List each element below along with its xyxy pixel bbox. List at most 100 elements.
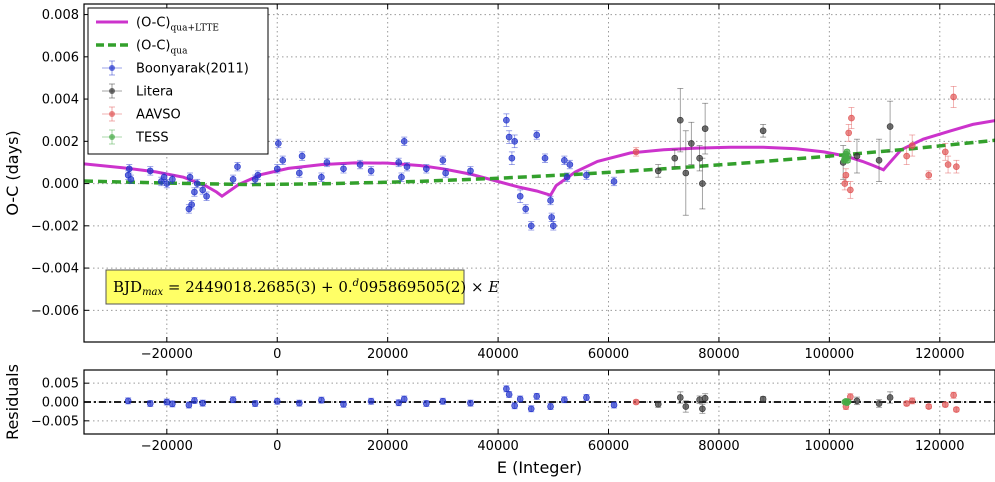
res-point-boonyarak-2011 <box>367 397 375 405</box>
res-point-boonyarak-2011 <box>527 405 535 413</box>
res-point-boonyarak-2011 <box>251 400 259 407</box>
main-point-aavso <box>944 155 952 174</box>
main-point-boonyarak-2011 <box>203 191 210 201</box>
legend-entry-aavso: AAVSO <box>102 106 181 123</box>
res-point-boonyarak-2011 <box>516 395 524 403</box>
res-x-tick-label: 100000 <box>805 439 855 454</box>
main-y-tick-label: 0.004 <box>42 93 79 108</box>
main-point-aavso <box>632 147 640 157</box>
legend-swatch <box>102 60 122 76</box>
main-y-tick-label: 0.000 <box>42 177 79 192</box>
res-point-boonyarak-2011 <box>400 395 408 403</box>
main-x-tick-label: 20000 <box>367 347 408 362</box>
main-point-boonyarak-2011 <box>400 136 408 146</box>
main-point-boonyarak-2011 <box>511 134 518 149</box>
legend-label: Litera <box>136 85 173 100</box>
main-point-boonyarak-2011 <box>442 168 449 178</box>
res-point-boonyarak-2011 <box>547 403 554 410</box>
res-x-tick-label: 60000 <box>588 439 629 454</box>
main-point-boonyarak-2011 <box>186 172 194 182</box>
ephemeris-bjd: BJD <box>113 278 142 296</box>
main-point-boonyarak-2011 <box>323 157 331 168</box>
main-x-tick-label: 120000 <box>915 347 965 362</box>
main-point-litera <box>853 138 861 174</box>
main-point-litera <box>676 88 684 153</box>
ephemeris-annotation: BJDmax = 2449018.2685(3) + 0.d095869505(… <box>105 269 499 305</box>
res-point-boonyarak-2011 <box>533 392 541 400</box>
main-point-boonyarak-2011 <box>467 166 474 176</box>
main-point-aavso <box>842 168 850 182</box>
legend-label: (O-C)qua <box>136 39 188 57</box>
res-point-boonyarak-2011 <box>423 400 430 407</box>
res-x-tick-label: 120000 <box>915 439 965 454</box>
res-y-tick-label: −0.005 <box>31 414 79 429</box>
res-point-boonyarak-2011 <box>610 401 618 409</box>
res-point-litera <box>853 396 861 406</box>
ephemeris-e: E <box>487 278 499 296</box>
residuals-y-axis-label: Residuals <box>3 364 22 440</box>
res-point-boonyarak-2011 <box>503 385 510 393</box>
main-y-tick-label: 0.002 <box>42 135 79 150</box>
res-point-boonyarak-2011 <box>505 391 513 398</box>
legend-label: AAVSO <box>136 108 181 123</box>
main-y-axis-label: O-C (days) <box>3 130 22 215</box>
main-point-boonyarak-2011 <box>547 195 554 206</box>
res-point-tess <box>844 398 852 405</box>
main-panel: −20000 0 20000 40000 60000 80000 100000 120000 −… <box>3 3 995 362</box>
main-point-boonyarak-2011 <box>229 174 237 184</box>
oc-qua-ltte-curve <box>84 119 995 199</box>
main-point-litera <box>654 164 662 178</box>
res-point-boonyarak-2011 <box>583 394 590 401</box>
main-point-boonyarak-2011 <box>234 162 241 172</box>
main-y-tick-label: −0.006 <box>31 304 79 319</box>
main-point-boonyarak-2011 <box>169 174 176 184</box>
main-point-boonyarak-2011 <box>127 174 135 184</box>
ephemeris-sup-d: d <box>353 278 359 289</box>
main-point-litera <box>875 138 883 182</box>
ephemeris-text: BJDmax = 2449018.2685(3) + 0.d095869505(… <box>113 278 499 298</box>
main-point-aavso <box>848 107 855 130</box>
res-point-aavso <box>942 401 949 408</box>
main-point-boonyarak-2011 <box>439 155 447 165</box>
res-point-litera <box>699 403 706 414</box>
main-y-tick-label: 0.008 <box>42 8 79 23</box>
main-point-litera <box>701 102 709 155</box>
main-point-boonyarak-2011 <box>541 153 549 163</box>
res-point-litera <box>676 391 684 404</box>
main-point-boonyarak-2011 <box>566 159 574 170</box>
res-point-boonyarak-2011 <box>229 396 237 404</box>
res-point-boonyarak-2011 <box>191 397 198 404</box>
main-point-boonyarak-2011 <box>367 166 375 176</box>
main-point-boonyarak-2011 <box>522 204 529 214</box>
res-x-tick-label: 40000 <box>477 439 518 454</box>
res-point-boonyarak-2011 <box>199 399 207 407</box>
main-point-boonyarak-2011 <box>508 151 516 165</box>
main-axis-ticks: −20000 0 20000 40000 60000 80000 100000 120000 −… <box>31 4 965 362</box>
main-x-tick-label: 100000 <box>805 347 855 362</box>
res-y-tick-label: 0.005 <box>42 377 79 392</box>
res-point-boonyarak-2011 <box>318 396 325 404</box>
main-point-boonyarak-2011 <box>583 170 590 180</box>
main-point-boonyarak-2011 <box>505 130 513 144</box>
main-point-aavso <box>950 85 957 108</box>
legend-entry-o-c-qua: (O-C)qua <box>96 39 188 57</box>
residuals-axis-ticks: −20000 0 20000 40000 60000 80000 100000 120000 −… <box>31 370 965 454</box>
main-point-litera <box>688 121 695 165</box>
res-point-litera <box>696 395 703 404</box>
ephemeris-box <box>105 269 465 305</box>
res-point-boonyarak-2011 <box>185 401 193 409</box>
main-point-boonyarak-2011 <box>516 189 524 203</box>
main-point-aavso <box>847 181 854 199</box>
legend: (O-C)qua+LTTE (O-C)qua Boonyarak(2011) Lite… <box>87 7 269 155</box>
res-x-tick-label: −20000 <box>141 439 193 454</box>
main-point-boonyarak-2011 <box>563 172 571 182</box>
legend-entry-o-c-qua-ltte: (O-C)qua+LTTE <box>96 16 219 34</box>
res-point-boonyarak-2011 <box>340 400 347 408</box>
main-point-aavso <box>925 170 933 180</box>
main-x-tick-label: 40000 <box>477 347 518 362</box>
res-point-boonyarak-2011 <box>467 399 474 407</box>
main-x-tick-label: 80000 <box>698 347 739 362</box>
main-point-boonyarak-2011 <box>550 221 557 231</box>
main-point-boonyarak-2011 <box>395 157 403 168</box>
main-point-boonyarak-2011 <box>273 164 281 174</box>
